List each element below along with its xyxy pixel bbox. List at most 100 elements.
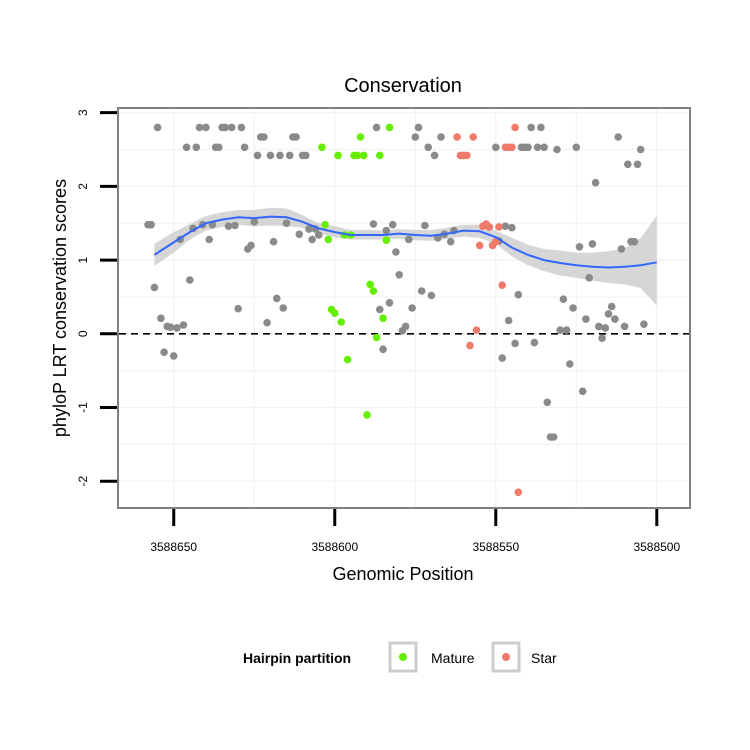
data-point-other — [202, 123, 210, 132]
data-point-other — [437, 133, 445, 141]
data-point-other — [572, 143, 581, 152]
data-point-other — [630, 237, 639, 246]
data-point-mature — [363, 411, 371, 419]
data-point-mature — [321, 220, 329, 229]
data-point-mature — [343, 355, 352, 364]
data-point-mature — [353, 151, 362, 160]
data-point-other — [562, 326, 571, 334]
data-point-other — [221, 123, 230, 132]
confidence-band — [154, 207, 657, 306]
data-point-other — [279, 304, 288, 312]
data-point-other — [559, 295, 568, 304]
data-point-other — [566, 360, 574, 368]
data-point-other — [227, 123, 236, 132]
data-point-other — [537, 123, 545, 132]
data-point-other — [260, 133, 268, 141]
data-point-other — [636, 145, 645, 154]
y-axis: -2 -1 0 1 2 3 — [76, 109, 117, 487]
data-point-other — [237, 123, 246, 132]
data-point-other — [231, 221, 239, 230]
y-tick-label: -2 — [76, 476, 90, 487]
data-point-other — [153, 123, 162, 132]
data-point-other — [569, 304, 577, 312]
data-point-other — [611, 315, 619, 323]
data-point-other — [421, 221, 429, 230]
data-point-other — [302, 151, 310, 160]
x-tick-label: 3588550 — [472, 540, 519, 554]
data-point-other — [240, 143, 249, 152]
data-point-other — [533, 143, 542, 152]
data-point-other — [266, 151, 275, 160]
data-point-other — [385, 299, 394, 307]
data-point-other — [540, 143, 548, 152]
data-point-other — [273, 294, 281, 303]
data-point-other — [215, 143, 223, 152]
data-point-other — [282, 219, 291, 227]
data-point-other — [388, 220, 397, 229]
confidence-band-area — [154, 207, 657, 306]
data-point-other — [508, 223, 516, 232]
data-point-mature — [376, 151, 384, 160]
data-point-other — [405, 235, 413, 244]
data-point-other — [369, 220, 378, 228]
data-point-mature — [318, 143, 326, 152]
y-tick-label: 1 — [76, 256, 90, 263]
data-point-other — [430, 151, 439, 160]
data-point-star — [508, 143, 516, 152]
data-point-mature — [369, 287, 378, 295]
data-point-other — [186, 276, 194, 284]
data-point-other — [591, 178, 600, 187]
data-point-other — [276, 151, 284, 160]
data-point-other — [578, 387, 587, 396]
data-point-other — [376, 305, 384, 314]
scatter-points — [144, 123, 648, 497]
legend-dot-star — [502, 653, 510, 661]
data-point-other — [633, 160, 642, 169]
data-point-other — [498, 354, 507, 362]
data-point-other — [157, 314, 165, 323]
legend-dot-mature — [399, 653, 407, 661]
data-point-other — [195, 123, 204, 132]
data-point-other — [224, 222, 233, 230]
data-point-star — [472, 326, 481, 334]
data-point-star — [485, 223, 494, 231]
data-point-other — [511, 339, 519, 348]
data-point-other — [147, 220, 155, 229]
data-point-other — [150, 283, 159, 292]
data-point-star — [495, 223, 503, 231]
data-point-mature — [337, 318, 346, 326]
data-point-other — [250, 218, 259, 226]
data-point-other — [382, 226, 391, 235]
data-point-other — [247, 241, 255, 250]
data-point-other — [501, 222, 510, 230]
data-point-star — [463, 151, 471, 160]
data-point-other — [285, 151, 294, 160]
data-point-other — [504, 316, 513, 325]
legend: Hairpin partition Mature Star — [243, 641, 557, 673]
data-point-other — [408, 304, 416, 312]
data-point-mature — [379, 314, 387, 323]
data-point-other — [401, 322, 410, 331]
data-point-other — [411, 133, 420, 141]
data-point-star — [475, 241, 484, 250]
data-point-other — [620, 322, 629, 331]
data-point-star — [469, 133, 478, 141]
data-point-other — [598, 334, 606, 343]
data-point-other — [179, 321, 188, 329]
data-point-other — [527, 123, 535, 132]
legend-label-star: Star — [531, 650, 557, 666]
data-point-mature — [372, 333, 381, 342]
data-point-other — [392, 248, 400, 256]
data-point-other — [253, 151, 262, 160]
data-point-other — [166, 323, 175, 332]
data-point-other — [308, 235, 317, 244]
y-tick-label: 0 — [76, 330, 90, 337]
data-point-other — [543, 398, 552, 407]
data-point-other — [234, 304, 242, 313]
data-point-other — [582, 315, 590, 323]
legend-title: Hairpin partition — [243, 650, 351, 666]
data-point-other — [305, 225, 313, 233]
data-point-other — [624, 160, 632, 169]
data-point-other — [263, 318, 271, 327]
